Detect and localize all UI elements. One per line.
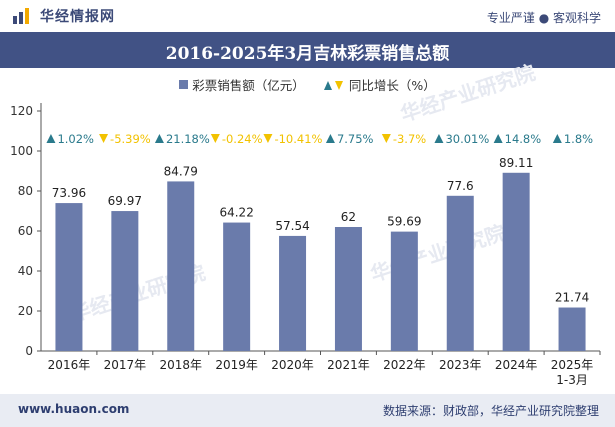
x-tick-label-5: 2021年 xyxy=(327,358,370,372)
growth-up-marker-7 xyxy=(434,134,444,143)
top-bar: 华经情报网 专业严谨 ● 客观科学 xyxy=(0,0,615,32)
growth-down-marker-3 xyxy=(210,134,220,143)
growth-label-8: 14.8% xyxy=(505,132,542,146)
bar-5 xyxy=(334,227,362,351)
bar-0 xyxy=(55,203,83,351)
bar-value-label-1: 69.97 xyxy=(108,194,142,208)
bar-value-label-5: 62 xyxy=(341,210,356,224)
x-tick-label-3: 2019年 xyxy=(215,358,258,372)
bar-6 xyxy=(390,231,418,351)
legend: 彩票销售额（亿元） 同比增长（%） xyxy=(0,75,615,94)
y-tick-label-4: 80 xyxy=(18,184,33,198)
watermark-text-0: 华经产业研究院 xyxy=(398,60,539,126)
bar-value-label-0: 73.96 xyxy=(52,186,86,200)
growth-down-marker-1 xyxy=(99,134,109,143)
growth-up-marker-5 xyxy=(325,134,335,143)
x-tick-label-0: 2016年 xyxy=(48,358,91,372)
growth-label-3: -0.24% xyxy=(222,132,263,146)
chart-bars: 73.96 1.02% 69.97 -5.39% 84.79 21.18% 64.22 -0.… xyxy=(46,132,593,351)
growth-label-2: 21.18% xyxy=(166,132,210,146)
growth-label-9: 1.8% xyxy=(564,132,593,146)
x-tick-label-8: 2024年 xyxy=(495,358,538,372)
bar-value-label-6: 59.69 xyxy=(387,215,421,229)
bar-9 xyxy=(558,307,586,351)
bar-value-label-7: 77.6 xyxy=(447,179,474,193)
growth-label-0: 1.02% xyxy=(57,132,94,146)
growth-down-marker-6 xyxy=(381,134,391,143)
bar-value-label-8: 89.11 xyxy=(499,156,533,170)
legend-bar-swatch xyxy=(179,80,189,89)
x-tick-label-9-0: 2025年 xyxy=(551,358,594,372)
bar-value-label-9: 21.74 xyxy=(555,291,589,305)
bar-7 xyxy=(446,195,474,351)
bar-4 xyxy=(279,235,307,351)
x-tick-label-1: 2017年 xyxy=(104,358,147,372)
bar-value-label-4: 57.54 xyxy=(275,219,309,233)
bar-value-label-3: 64.22 xyxy=(219,206,253,220)
brand[interactable]: 华经情报网 xyxy=(12,6,115,26)
footer-website[interactable]: www.huaon.com xyxy=(18,402,130,416)
bar-value-label-2: 84.79 xyxy=(164,164,198,178)
legend-item-sales: 彩票销售额（亿元） xyxy=(179,75,305,94)
x-tick-label-9-1: 1-3月 xyxy=(556,373,588,387)
watermark-text-2: 华经产业研究院 xyxy=(368,220,509,286)
y-tick-label-5: 100 xyxy=(10,144,33,158)
growth-label-5: 7.75% xyxy=(337,132,374,146)
growth-label-7: 30.01% xyxy=(445,132,489,146)
tagline: 专业严谨 ● 客观科学 xyxy=(486,11,601,25)
bar-8 xyxy=(502,172,530,351)
bar-1 xyxy=(111,211,139,351)
x-tick-label-4: 2020年 xyxy=(271,358,314,372)
brand-logo-icon xyxy=(13,8,29,24)
y-tick-label-0: 0 xyxy=(25,344,33,358)
growth-up-marker-8 xyxy=(493,134,503,143)
growth-down-marker-4 xyxy=(263,134,273,143)
legend-sales-label: 彩票销售额（亿元） xyxy=(192,78,305,93)
bar-3 xyxy=(223,222,251,351)
x-tick-label-2: 2018年 xyxy=(159,358,202,372)
footer-source: 数据来源：财政部，华经产业研究院整理 xyxy=(382,404,599,418)
title-bar: 2016-2025年3月吉林彩票销售总额 xyxy=(0,32,615,68)
growth-label-4: -10.41% xyxy=(274,132,322,146)
bar-2 xyxy=(167,181,195,351)
x-tick-label-7: 2023年 xyxy=(439,358,482,372)
y-tick-label-3: 60 xyxy=(18,224,33,238)
legend-item-growth: 同比增长（%） xyxy=(323,75,436,94)
growth-up-marker-2 xyxy=(154,134,164,143)
chart-title: 2016-2025年3月吉林彩票销售总额 xyxy=(165,44,450,64)
growth-label-1: -5.39% xyxy=(110,132,151,146)
y-tick-label-2: 40 xyxy=(18,264,33,278)
growth-up-marker-9 xyxy=(552,134,562,143)
legend-growth-label: 同比增长（%） xyxy=(348,78,436,93)
y-tick-label-1: 20 xyxy=(18,304,33,318)
y-tick-label-6: 120 xyxy=(10,104,33,118)
chart-plot: 华经产业研究院华经产业研究院华经产业研究院 020406080100120201… xyxy=(10,60,601,387)
growth-up-marker-0 xyxy=(46,134,56,143)
legend-growth-arrows-icon xyxy=(323,80,343,90)
growth-label-6: -3.7% xyxy=(393,132,426,146)
x-tick-label-6: 2022年 xyxy=(383,358,426,372)
footer: www.huaon.com 数据来源：财政部，华经产业研究院整理 xyxy=(0,394,615,427)
brand-name: 华经情报网 xyxy=(40,9,115,25)
